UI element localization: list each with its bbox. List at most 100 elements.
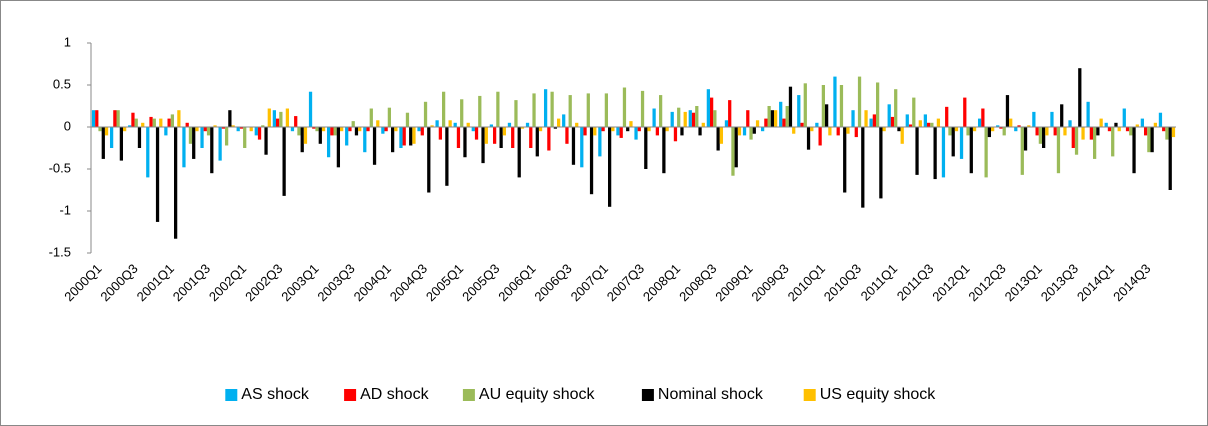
bar xyxy=(637,127,641,132)
bar xyxy=(948,127,952,136)
bar xyxy=(460,99,464,127)
bar xyxy=(387,107,392,127)
bar xyxy=(315,127,319,132)
bar xyxy=(1045,127,1049,136)
bar xyxy=(492,127,497,144)
bar xyxy=(987,127,992,138)
bar xyxy=(1005,95,1010,127)
bar xyxy=(951,127,955,157)
bar xyxy=(149,116,153,127)
x-tick-label: 2010Q3 xyxy=(821,261,864,304)
bar xyxy=(272,110,276,127)
bar xyxy=(616,127,620,136)
bar xyxy=(231,125,235,127)
bar xyxy=(471,127,475,132)
bar xyxy=(141,122,145,127)
bar xyxy=(95,110,99,127)
bar xyxy=(517,127,521,178)
bar xyxy=(1150,127,1154,153)
bar xyxy=(1027,125,1031,127)
x-tick-label: 2014Q1 xyxy=(1074,261,1117,304)
bar xyxy=(851,110,855,127)
bar xyxy=(677,107,681,127)
bar xyxy=(1002,127,1006,136)
bar xyxy=(701,122,705,127)
bar xyxy=(113,110,117,127)
bar xyxy=(1162,127,1166,132)
bar xyxy=(128,125,132,127)
bar xyxy=(580,127,584,168)
bar xyxy=(764,118,768,127)
bar xyxy=(836,127,840,136)
bar xyxy=(647,127,651,132)
bar xyxy=(137,127,142,148)
bar xyxy=(1060,104,1064,127)
bar xyxy=(496,91,500,127)
bar xyxy=(869,118,873,127)
bar xyxy=(879,127,883,199)
bar xyxy=(608,127,612,207)
bar xyxy=(1096,127,1100,136)
bar xyxy=(1153,122,1158,127)
legend-label: AD shock xyxy=(360,386,429,403)
bar xyxy=(210,127,214,174)
bar xyxy=(119,127,124,161)
bar xyxy=(1104,122,1108,127)
bar xyxy=(719,127,724,144)
bar xyxy=(312,127,316,129)
bar xyxy=(525,122,530,127)
bar xyxy=(1107,127,1112,132)
bar xyxy=(634,127,638,140)
bar xyxy=(399,127,403,148)
legend-swatch xyxy=(641,389,654,401)
bar xyxy=(543,89,548,127)
bar xyxy=(453,122,457,127)
bar xyxy=(806,127,811,150)
bar xyxy=(640,90,645,127)
bar xyxy=(203,127,207,132)
bar xyxy=(254,127,258,136)
bar xyxy=(445,127,449,186)
bar xyxy=(1074,127,1079,155)
x-tick-label: 2006Q1 xyxy=(495,261,538,304)
x-tick-label: 2007Q3 xyxy=(604,261,647,304)
x-tick-label: 2002Q3 xyxy=(242,261,285,304)
bar xyxy=(875,82,880,127)
bar xyxy=(402,127,406,146)
bar xyxy=(1089,127,1093,140)
bar xyxy=(101,127,105,159)
bar xyxy=(91,110,96,127)
legend-swatch xyxy=(225,389,238,401)
bar xyxy=(800,122,804,127)
bar xyxy=(810,127,814,132)
x-tick-label: 2003Q1 xyxy=(278,261,321,304)
bar xyxy=(1053,127,1057,136)
bar xyxy=(438,127,442,140)
bar xyxy=(384,127,388,132)
bar xyxy=(409,127,413,146)
bar xyxy=(908,124,913,127)
bar xyxy=(376,120,380,127)
y-tick-label: -1.5 xyxy=(49,244,71,259)
bar xyxy=(123,127,127,132)
bar xyxy=(363,127,367,153)
bar xyxy=(134,118,138,127)
bar xyxy=(249,127,253,132)
x-tick-label: 2005Q3 xyxy=(459,261,502,304)
bar xyxy=(562,114,566,127)
bar xyxy=(1168,127,1172,190)
bar xyxy=(213,125,217,127)
bar xyxy=(586,93,590,127)
bar xyxy=(894,89,898,127)
bar xyxy=(285,108,290,127)
legend-label: AS shock xyxy=(241,386,310,403)
bar xyxy=(557,118,561,127)
bar xyxy=(417,127,421,132)
bar xyxy=(788,86,793,127)
bar xyxy=(228,110,232,127)
y-tick-label: 1 xyxy=(64,34,71,49)
bar xyxy=(1129,127,1133,136)
bar xyxy=(185,122,189,127)
